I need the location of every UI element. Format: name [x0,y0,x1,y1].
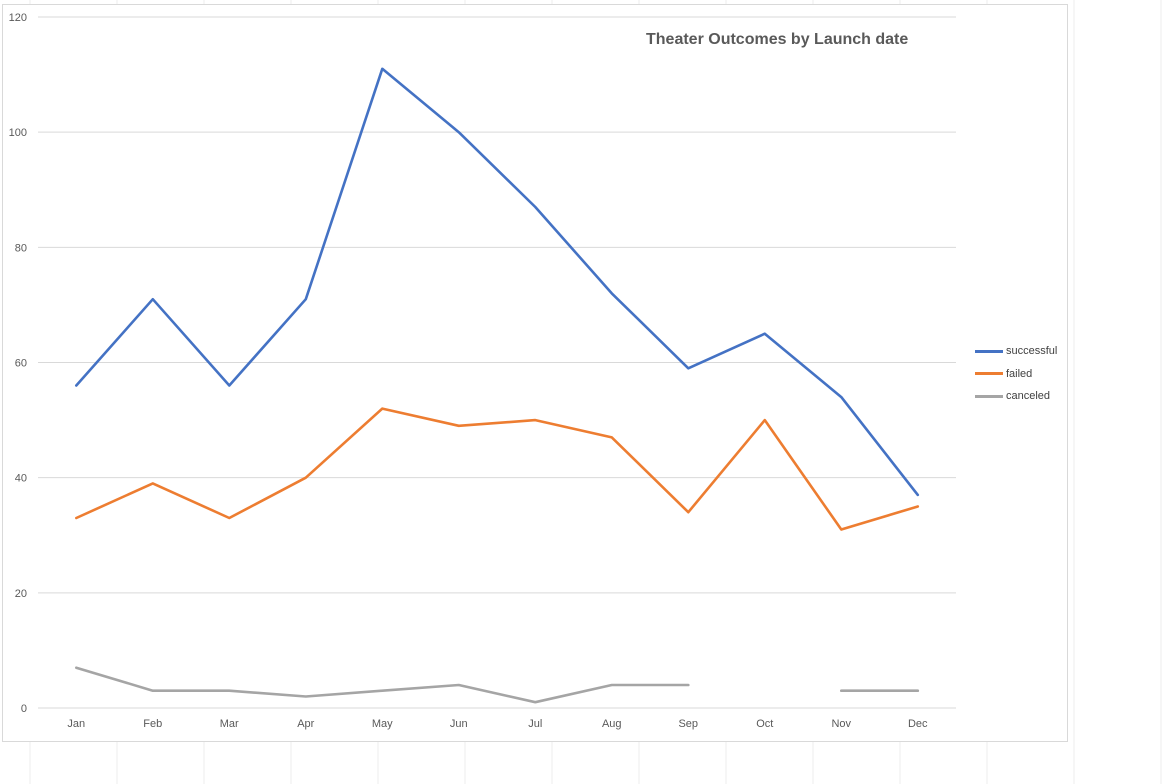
x-tick-label: Feb [143,718,162,730]
chart-title: Theater Outcomes by Launch date [646,31,909,48]
data-point-successful[interactable] [914,491,922,499]
data-point-successful[interactable] [225,382,233,390]
legend-item-canceled[interactable]: canceled [975,385,1057,408]
gridlines [38,16,956,709]
data-point-canceled[interactable] [531,698,539,706]
data-point-failed[interactable] [837,525,845,533]
y-tick-label: 40 [15,473,27,485]
data-point-successful[interactable] [378,65,386,73]
data-point-canceled[interactable] [302,692,310,700]
legend-label-successful: successful [1006,345,1058,358]
data-point-successful[interactable] [684,364,692,372]
data-point-failed[interactable] [225,514,233,522]
data-point-successful[interactable] [608,289,616,297]
data-point-successful[interactable] [149,295,157,303]
data-point-canceled[interactable] [72,664,80,672]
x-axis-ticks: Jan Feb Mar Apr May Jun Jul Aug Sep Oct Nov Dec [67,718,928,730]
x-tick-label: May [372,718,393,730]
y-tick-label: 120 [9,12,27,24]
data-point-canceled[interactable] [914,687,922,695]
data-point-canceled[interactable] [837,687,845,695]
series-line-successful[interactable] [75,67,920,497]
y-tick-label: 100 [9,127,27,139]
series-line-canceled[interactable] [75,666,920,704]
data-point-canceled[interactable] [225,687,233,695]
legend-label-canceled: canceled [1006,390,1051,403]
legend-item-failed[interactable]: failed [975,363,1057,386]
legend-item-successful[interactable]: successful [975,340,1057,363]
y-tick-label: 20 [15,588,27,600]
y-tick-label: 80 [15,242,27,254]
x-tick-label: Apr [297,718,314,730]
x-tick-label: Dec [908,718,928,730]
data-point-successful[interactable] [455,128,463,136]
x-tick-label: Mar [220,718,239,730]
data-point-successful[interactable] [72,382,80,390]
data-point-failed[interactable] [914,502,922,510]
data-point-failed[interactable] [72,514,80,522]
y-tick-label: 60 [15,358,27,370]
y-axis-ticks: 0 20 40 60 80 100 120 [9,12,27,715]
series-lines [72,65,922,706]
data-point-failed[interactable] [149,479,157,487]
x-tick-label: Sep [678,718,698,730]
data-point-failed[interactable] [302,474,310,482]
x-tick-label: Jul [528,718,542,730]
data-point-failed[interactable] [608,433,616,441]
data-point-canceled[interactable] [378,687,386,695]
legend-swatch-canceled [975,394,1003,398]
x-tick-label: Nov [831,718,851,730]
data-point-failed[interactable] [761,416,769,424]
chart-area[interactable] [2,4,1068,742]
data-point-canceled[interactable] [149,687,157,695]
data-point-failed[interactable] [378,405,386,413]
data-point-successful[interactable] [837,393,845,401]
data-point-canceled[interactable] [608,681,616,689]
legend[interactable]: successful failed canceled [975,340,1057,408]
data-point-successful[interactable] [761,330,769,338]
x-tick-label: Jun [450,718,468,730]
data-point-failed[interactable] [531,416,539,424]
y-tick-label: 0 [21,703,27,715]
series-line-failed[interactable] [75,407,920,531]
data-point-canceled[interactable] [684,681,692,689]
x-tick-label: Oct [756,718,773,730]
legend-swatch-failed [975,372,1003,376]
data-point-successful[interactable] [531,203,539,211]
x-tick-label: Jan [67,718,85,730]
data-point-failed[interactable] [684,508,692,516]
x-tick-label: Aug [602,718,622,730]
data-point-successful[interactable] [302,295,310,303]
data-point-failed[interactable] [455,422,463,430]
legend-swatch-successful [975,349,1003,353]
legend-label-failed: failed [1006,367,1033,380]
data-point-canceled[interactable] [455,681,463,689]
